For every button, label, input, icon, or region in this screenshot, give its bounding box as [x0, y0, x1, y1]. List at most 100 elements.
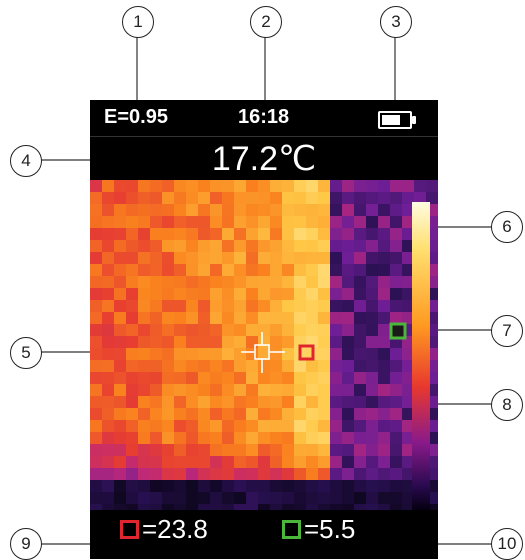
thermal-pixel — [102, 480, 114, 492]
thermal-pixel — [354, 204, 366, 216]
thermal-pixel — [138, 204, 150, 216]
thermal-pixel — [126, 468, 138, 480]
thermal-pixel — [270, 180, 282, 192]
thermal-pixel — [318, 228, 330, 240]
thermal-pixel — [150, 204, 162, 216]
thermal-pixel — [246, 192, 258, 204]
thermal-pixel — [282, 360, 294, 372]
thermal-pixel — [198, 360, 210, 372]
thermal-pixel — [138, 360, 150, 372]
thermal-pixel — [258, 408, 270, 420]
thermal-pixel — [234, 468, 246, 480]
thermal-pixel — [186, 396, 198, 408]
thermal-pixel — [294, 372, 306, 384]
thermal-pixel — [186, 240, 198, 252]
thermal-pixel — [282, 276, 294, 288]
thermal-pixel — [330, 504, 342, 510]
thermal-pixel — [330, 384, 342, 396]
thermal-pixel — [378, 348, 390, 360]
thermal-pixel — [210, 312, 222, 324]
thermal-pixel — [186, 288, 198, 300]
thermal-pixel — [354, 360, 366, 372]
thermal-pixel — [138, 252, 150, 264]
thermal-pixel — [162, 252, 174, 264]
thermal-pixel — [222, 336, 234, 348]
thermal-pixel — [282, 432, 294, 444]
thermal-pixel — [270, 228, 282, 240]
thermal-pixel — [354, 480, 366, 492]
thermal-pixel — [102, 204, 114, 216]
thermal-pixel — [354, 348, 366, 360]
thermal-pixel — [390, 252, 402, 264]
thermal-pixel — [126, 180, 138, 192]
thermal-pixel — [330, 228, 342, 240]
crosshair-icon — [241, 332, 285, 373]
thermal-pixel — [150, 300, 162, 312]
thermal-pixel — [366, 288, 378, 300]
thermal-pixel — [306, 252, 318, 264]
thermal-pixel — [102, 276, 114, 288]
thermal-pixel — [234, 384, 246, 396]
thermal-pixel — [186, 276, 198, 288]
callout-2: 2 — [250, 6, 282, 38]
thermal-pixel — [318, 360, 330, 372]
thermal-pixel — [198, 300, 210, 312]
thermal-pixel — [234, 180, 246, 192]
thermal-pixel — [138, 504, 150, 510]
thermal-pixel — [330, 348, 342, 360]
thermal-pixel — [162, 240, 174, 252]
thermal-pixel — [402, 288, 414, 300]
thermal-pixel — [102, 252, 114, 264]
thermal-pixel — [270, 288, 282, 300]
thermal-image — [90, 180, 438, 510]
thermal-pixel — [330, 492, 342, 504]
thermal-pixel — [90, 396, 102, 408]
thermal-pixel — [306, 468, 318, 480]
thermal-pixel — [354, 288, 366, 300]
thermal-pixel — [390, 288, 402, 300]
thermal-pixel — [282, 480, 294, 492]
thermal-pixel — [342, 252, 354, 264]
thermal-pixel — [222, 300, 234, 312]
thermal-pixel — [126, 228, 138, 240]
thermal-pixel — [198, 192, 210, 204]
thermal-pixel — [150, 288, 162, 300]
thermal-pixel — [102, 384, 114, 396]
thermal-pixel — [234, 336, 246, 348]
thermal-pixel — [258, 252, 270, 264]
thermal-pixel — [114, 324, 126, 336]
thermal-pixel — [402, 312, 414, 324]
thermal-camera-screen: E=0.95 16:18 17.2℃ — [90, 100, 438, 559]
thermal-pixel — [390, 264, 402, 276]
thermal-pixel — [90, 252, 102, 264]
thermal-pixel — [150, 324, 162, 336]
thermal-pixel — [258, 444, 270, 456]
thermal-pixel — [294, 456, 306, 468]
thermal-pixel — [294, 300, 306, 312]
thermal-pixel — [222, 264, 234, 276]
thermal-pixel — [114, 216, 126, 228]
thermal-pixel — [222, 396, 234, 408]
status-bar: E=0.95 16:18 — [90, 100, 438, 136]
thermal-pixel — [210, 492, 222, 504]
thermal-pixel — [258, 324, 270, 336]
thermal-pixel — [330, 408, 342, 420]
thermal-pixel — [294, 480, 306, 492]
thermal-pixel — [234, 444, 246, 456]
thermal-pixel — [270, 420, 282, 432]
thermal-pixel — [210, 480, 222, 492]
callout-5: 5 — [10, 337, 42, 369]
thermal-pixel — [306, 492, 318, 504]
thermal-pixel — [90, 300, 102, 312]
thermal-pixel — [246, 456, 258, 468]
thermal-pixel — [366, 384, 378, 396]
thermal-pixel — [378, 444, 390, 456]
thermal-pixel — [390, 384, 402, 396]
thermal-pixel — [222, 492, 234, 504]
thermal-pixel — [162, 300, 174, 312]
thermal-pixel — [330, 180, 342, 192]
thermal-pixel — [258, 312, 270, 324]
thermal-pixel — [210, 324, 222, 336]
thermal-pixel — [378, 180, 390, 192]
thermal-pixel — [114, 384, 126, 396]
